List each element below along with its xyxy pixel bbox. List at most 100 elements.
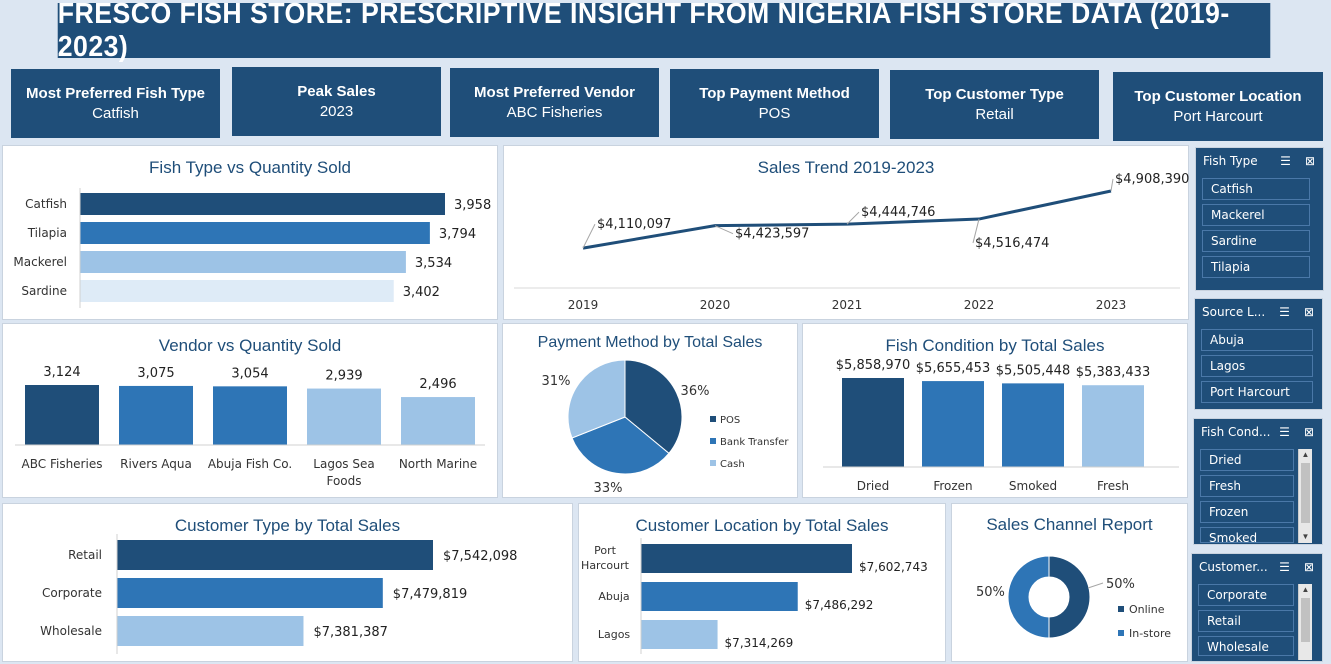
data-label: 50% bbox=[1106, 577, 1135, 592]
kpi-label: Most Preferred Fish Type bbox=[26, 84, 205, 102]
slicer-scrollbar[interactable]: ▲ bbox=[1298, 584, 1312, 660]
scrollbar-thumb[interactable] bbox=[1301, 463, 1310, 523]
chart-title: Fish Type vs Quantity Sold bbox=[149, 158, 351, 177]
bar bbox=[213, 386, 287, 445]
chart-title: Customer Location by Total Sales bbox=[635, 516, 889, 535]
slicer-item[interactable]: Tilapia bbox=[1202, 256, 1310, 278]
data-label: 50% bbox=[976, 585, 1005, 600]
kpi-card-payment: Top Payment Method POS bbox=[670, 69, 879, 138]
bar bbox=[80, 280, 394, 302]
donut-slice bbox=[1048, 555, 1091, 639]
kpi-card-customer-location: Top Customer Location Port Harcourt bbox=[1113, 72, 1323, 141]
scrollbar-thumb[interactable] bbox=[1301, 598, 1310, 642]
scroll-up-icon[interactable]: ▲ bbox=[1301, 450, 1310, 459]
slicer-item[interactable]: Dried bbox=[1200, 449, 1294, 471]
slicer-item[interactable]: Wholesale bbox=[1198, 636, 1294, 656]
slicer-customer-type: Customer... ☰ ⊠ Corporate Retail Wholesal… bbox=[1191, 553, 1323, 662]
chart-title: Sales Trend 2019-2023 bbox=[757, 158, 935, 177]
bar bbox=[1002, 383, 1064, 467]
x-tick-label: 2021 bbox=[832, 298, 863, 312]
slicer-item[interactable]: Fresh bbox=[1200, 475, 1294, 497]
pie-slice bbox=[571, 416, 670, 475]
kpi-label: Peak Sales bbox=[297, 82, 376, 100]
x-tick-label: 2023 bbox=[1096, 298, 1127, 312]
legend-label: POS bbox=[720, 415, 740, 426]
multi-select-icon[interactable]: ☰ bbox=[1279, 425, 1290, 439]
category-label: Smoked bbox=[1009, 479, 1057, 493]
clear-filter-icon[interactable]: ⊠ bbox=[1303, 305, 1314, 319]
fish-type-chart-panel: Fish Type vs Quantity Sold Catfish 3,958 T… bbox=[2, 145, 498, 320]
bar bbox=[25, 385, 99, 445]
slicer-item[interactable]: Frozen bbox=[1200, 501, 1294, 523]
slicer-item[interactable]: Mackerel bbox=[1202, 204, 1310, 226]
kpi-label: Top Customer Type bbox=[925, 85, 1064, 103]
legend-swatch bbox=[1118, 630, 1124, 636]
data-label: $5,505,448 bbox=[996, 363, 1070, 378]
data-label: $4,444,746 bbox=[861, 205, 935, 220]
slicer-title: Fish Cond... bbox=[1201, 425, 1271, 439]
chart-title: Customer Type by Total Sales bbox=[174, 516, 401, 535]
legend-label: Cash bbox=[720, 459, 745, 470]
bar bbox=[401, 397, 475, 445]
kpi-value: Catfish bbox=[92, 104, 139, 122]
clear-filter-icon[interactable]: ⊠ bbox=[1303, 560, 1314, 574]
bar bbox=[842, 378, 904, 467]
slicer-fish-condition: Fish Cond... ☰ ⊠ Dried Fresh Frozen Smoke… bbox=[1193, 418, 1323, 545]
data-label: $5,858,970 bbox=[836, 358, 910, 373]
data-label: $5,383,433 bbox=[1076, 365, 1150, 380]
legend-swatch bbox=[710, 416, 716, 422]
data-label: 2,939 bbox=[325, 369, 362, 384]
slicer-item[interactable]: Smoked bbox=[1200, 527, 1294, 543]
data-label: $7,479,819 bbox=[393, 587, 467, 602]
category-label: Mackerel bbox=[13, 255, 67, 269]
leader-line bbox=[846, 211, 860, 225]
multi-select-icon[interactable]: ☰ bbox=[1280, 154, 1291, 168]
legend-swatch bbox=[710, 438, 716, 444]
category-label: Frozen bbox=[933, 479, 972, 493]
kpi-card-customer-type: Top Customer Type Retail bbox=[890, 70, 1099, 139]
multi-select-icon[interactable]: ☰ bbox=[1279, 305, 1290, 319]
x-tick-label: 2019 bbox=[568, 298, 599, 312]
slicer-item[interactable]: Abuja bbox=[1201, 329, 1313, 351]
kpi-value: 2023 bbox=[319, 102, 354, 120]
slicer-scrollbar[interactable]: ▲ ▼ bbox=[1298, 449, 1312, 543]
scroll-down-icon[interactable]: ▼ bbox=[1301, 532, 1310, 541]
scroll-up-icon[interactable]: ▲ bbox=[1301, 585, 1310, 594]
category-label: Port bbox=[594, 544, 616, 557]
data-label: 33% bbox=[594, 481, 623, 496]
clear-filter-icon[interactable]: ⊠ bbox=[1304, 154, 1315, 168]
sales-channel-chart: 50% 50% Online In-store bbox=[976, 555, 1171, 640]
kpi-label: Top Payment Method bbox=[699, 84, 850, 102]
data-label: 3,402 bbox=[403, 285, 440, 300]
slicer-title: Fish Type bbox=[1203, 154, 1258, 168]
data-label: $4,110,097 bbox=[597, 217, 671, 232]
kpi-label: Top Customer Location bbox=[1134, 87, 1302, 105]
slicer-item[interactable]: Retail bbox=[1198, 610, 1294, 632]
clear-filter-icon[interactable]: ⊠ bbox=[1303, 425, 1314, 439]
data-label: 3,958 bbox=[454, 198, 491, 213]
bar bbox=[307, 388, 381, 445]
slicer-title: Customer... bbox=[1199, 560, 1268, 574]
bar bbox=[119, 385, 193, 445]
fish-condition-chart-panel: Fish Condition by Total Sales $5,858,970… bbox=[802, 323, 1188, 498]
category-label: Lagos bbox=[598, 628, 631, 641]
chart-title: Payment Method by Total Sales bbox=[537, 334, 763, 351]
vendor-chart-panel: Vendor vs Quantity Sold 3,124 ABC Fisheri… bbox=[2, 323, 498, 498]
leader-line bbox=[1110, 178, 1114, 192]
customer-location-chart: Port Harcourt $7,602,743 Abuja $7,486,292 Lag… bbox=[581, 538, 928, 654]
slicer-item[interactable]: Sardine bbox=[1202, 230, 1310, 252]
data-label: $4,516,474 bbox=[975, 236, 1049, 251]
slicer-item[interactable]: Port Harcourt bbox=[1201, 381, 1313, 403]
kpi-value: POS bbox=[758, 104, 791, 122]
slicer-item[interactable]: Catfish bbox=[1202, 178, 1310, 200]
slicer-item[interactable]: Corporate bbox=[1198, 584, 1294, 606]
data-label: 31% bbox=[542, 374, 571, 389]
kpi-value: ABC Fisheries bbox=[506, 103, 603, 121]
data-label: 36% bbox=[681, 384, 710, 399]
multi-select-icon[interactable]: ☰ bbox=[1279, 560, 1290, 574]
bar bbox=[80, 222, 430, 244]
category-label: ABC Fisheries bbox=[22, 457, 103, 471]
bar bbox=[80, 251, 406, 273]
payment-chart-panel: Payment Method by Total Sales 36% 33% 31% P… bbox=[502, 323, 798, 498]
slicer-item[interactable]: Lagos bbox=[1201, 355, 1313, 377]
